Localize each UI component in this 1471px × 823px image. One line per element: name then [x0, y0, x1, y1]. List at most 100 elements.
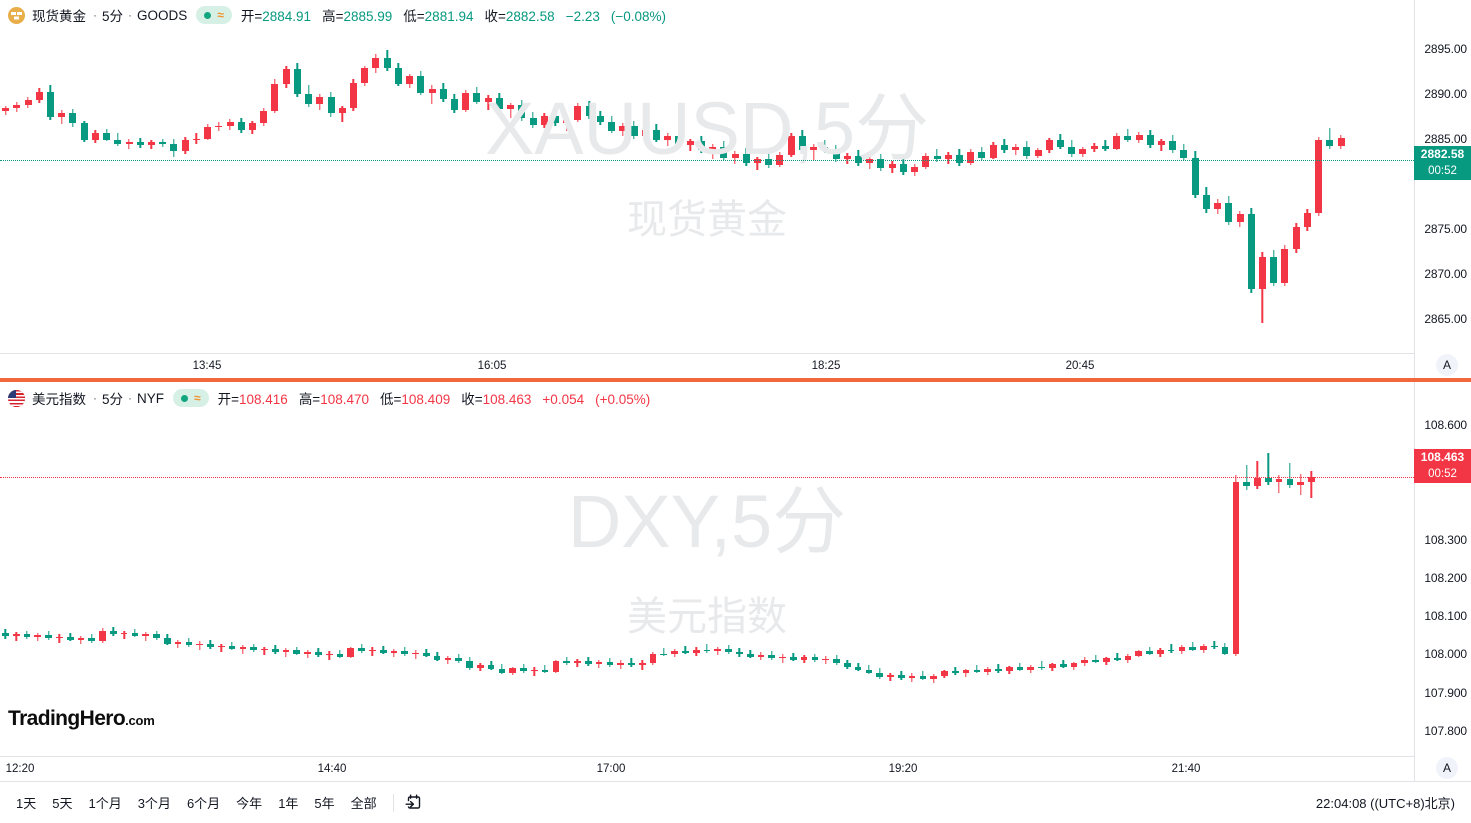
- price-axis-xauusd[interactable]: 2865.00 2870.00 2875.00 2885.00 2890.00 2895.…: [1414, 0, 1471, 378]
- candle: [800, 655, 808, 664]
- watermark-title-dxy: DXY,5分: [567, 480, 847, 563]
- candle: [941, 669, 948, 678]
- candle: [1169, 135, 1177, 154]
- us-flag-icon: [8, 389, 25, 407]
- candle: [120, 630, 128, 640]
- symbol-name-xauusd[interactable]: 现货黄金: [32, 9, 86, 24]
- candle: [350, 79, 357, 111]
- time-axis-xauusd[interactable]: 13:45 16:05 18:25 20:45: [0, 353, 1414, 378]
- legend-separator: ·: [128, 391, 133, 405]
- pane-divider[interactable]: [0, 378, 1471, 382]
- candle: [563, 656, 571, 665]
- candle: [390, 648, 398, 658]
- candle: [1315, 136, 1323, 217]
- range-button-1[interactable]: 5天: [52, 796, 73, 811]
- interval-dxy[interactable]: 5分: [102, 392, 124, 407]
- candle: [1270, 250, 1278, 287]
- ohlc-high-label: 高=: [322, 9, 344, 24]
- symbol-name-dxy[interactable]: 美元指数: [32, 392, 86, 407]
- candle: [109, 626, 117, 636]
- candle: [540, 113, 548, 128]
- candle: [776, 152, 784, 167]
- ohlc-high-label: 高=: [298, 392, 321, 407]
- ohlc-close-value: 2882.58: [505, 9, 555, 24]
- candle: [899, 158, 907, 175]
- range-button-8[interactable]: 全部: [350, 796, 377, 811]
- range-button-0[interactable]: 1天: [16, 796, 37, 811]
- candle: [664, 133, 672, 146]
- range-button-3[interactable]: 3个月: [137, 796, 171, 811]
- candle: [34, 633, 42, 642]
- candle: [1156, 648, 1164, 657]
- candle: [995, 664, 1002, 673]
- candle: [466, 657, 473, 670]
- watermark-title-xauusd: XAUUSD,5分: [484, 87, 930, 170]
- candle: [1232, 474, 1240, 656]
- legend-dxy: 美元指数 · 5分 · NYF ≈ 开=108.416 高=108.470 低=…: [8, 388, 650, 408]
- interval-xauusd[interactable]: 5分: [102, 9, 124, 24]
- candle: [12, 632, 20, 641]
- plot-area-xauusd[interactable]: XAUUSD,5分 现货黄金: [0, 0, 1414, 378]
- candle: [498, 664, 506, 675]
- candle: [347, 646, 355, 659]
- candle: [163, 634, 171, 646]
- candle: [1202, 187, 1210, 213]
- auto-scale-button-dxy[interactable]: A: [1436, 757, 1458, 779]
- last-price-badge-dxy[interactable]: 108.463 00:52: [1414, 449, 1471, 483]
- candle: [682, 645, 689, 655]
- last-price-badge-xauusd[interactable]: 2882.58 00:52: [1414, 146, 1471, 180]
- candle: [595, 659, 603, 669]
- candle: [660, 648, 668, 656]
- range-button-2[interactable]: 1个月: [88, 796, 122, 811]
- candle: [888, 161, 896, 173]
- candle: [1068, 140, 1076, 157]
- candle: [24, 97, 32, 109]
- price-tick-label: 2895.00: [1424, 41, 1467, 56]
- price-axis-dxy[interactable]: 107.800 107.900 108.000 108.100 108.200 108.3…: [1414, 382, 1471, 781]
- candle: [1090, 143, 1098, 153]
- candle: [765, 153, 773, 168]
- candle: [725, 645, 732, 654]
- candle: [80, 120, 88, 143]
- candle: [204, 124, 212, 141]
- plot-area-dxy[interactable]: DXY,5分 美元指数: [0, 382, 1414, 781]
- candle: [1034, 147, 1042, 158]
- candle: [358, 644, 365, 653]
- time-tick-label: 17:00: [596, 763, 626, 775]
- candle: [638, 660, 646, 670]
- candle: [142, 632, 150, 641]
- candle: [451, 93, 458, 114]
- candle: [951, 666, 959, 675]
- candle: [967, 149, 975, 165]
- range-button-5[interactable]: 今年: [236, 796, 263, 811]
- range-button-7[interactable]: 5年: [314, 796, 335, 811]
- candle: [742, 147, 750, 166]
- time-axis-dxy[interactable]: 12:20 14:40 17:00 19:20 21:40: [0, 756, 1414, 781]
- time-tick-label: 14:40: [317, 763, 347, 775]
- candle: [855, 150, 862, 166]
- range-button-4[interactable]: 6个月: [186, 796, 221, 811]
- candle: [956, 148, 963, 166]
- auto-scale-button-xauusd[interactable]: A: [1436, 354, 1458, 376]
- candle: [509, 666, 517, 675]
- candle: [1045, 137, 1053, 154]
- candle: [697, 135, 705, 154]
- candle: [720, 141, 728, 161]
- candle: [153, 630, 160, 640]
- candle: [1059, 659, 1067, 669]
- candle: [541, 665, 549, 674]
- last-price-line-dxy: [0, 477, 1414, 479]
- price-tick-label: 108.000: [1424, 647, 1467, 662]
- market-status-badge-xauusd[interactable]: ≈: [196, 6, 232, 24]
- candle: [444, 655, 452, 665]
- candle: [401, 647, 409, 656]
- candle: [944, 152, 952, 164]
- candle: [316, 93, 324, 110]
- calendar-goto-icon[interactable]: [404, 793, 423, 812]
- range-button-6[interactable]: 1年: [278, 796, 299, 811]
- candle: [1281, 245, 1289, 286]
- candle: [1292, 223, 1300, 254]
- market-status-badge-dxy[interactable]: ≈: [173, 389, 209, 407]
- candle: [196, 641, 204, 650]
- candle: [574, 102, 582, 122]
